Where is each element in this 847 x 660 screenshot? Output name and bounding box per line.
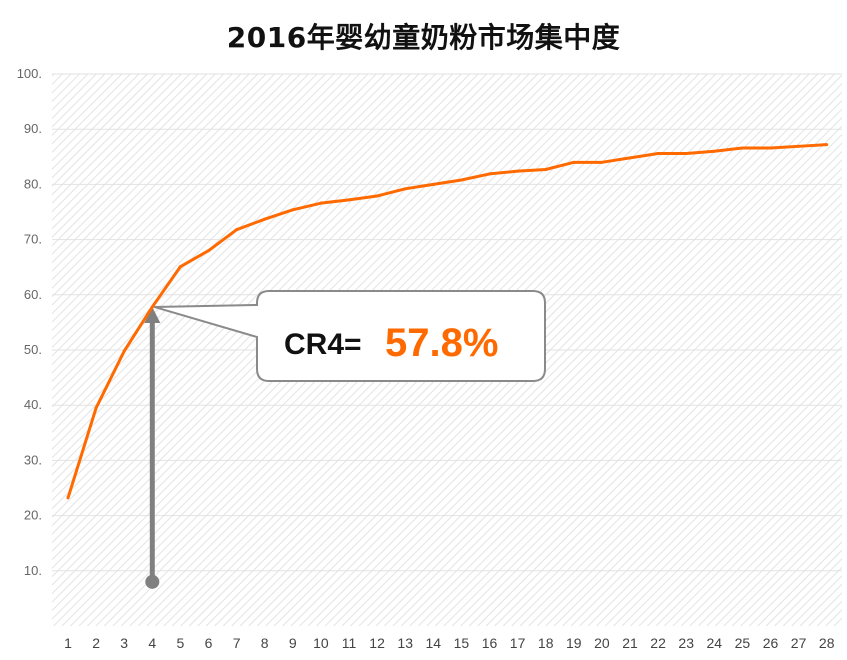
data-point	[572, 160, 576, 164]
data-point	[319, 201, 323, 205]
x-tick-label: 3	[120, 635, 128, 651]
chart-title: 2016年婴幼童奶粉市场集中度	[226, 21, 621, 54]
x-axis-ticks: 1 2 3 4 5 6 7 8 9 10 11 12 13 14 15 16 17 18 19 20 21 22 23 24 2…	[64, 635, 835, 651]
x-tick-label: 13	[397, 635, 413, 651]
data-point	[235, 228, 239, 232]
data-point	[628, 156, 632, 160]
x-tick-label: 6	[205, 635, 213, 651]
gridlines	[52, 73, 842, 572]
x-tick-label: 12	[369, 635, 385, 651]
y-tick-label: 90.	[24, 121, 42, 136]
y-tick-label: 60.	[24, 287, 42, 302]
y-tick-label: 20.	[24, 508, 42, 523]
data-point	[600, 160, 604, 164]
data-point	[684, 151, 688, 155]
data-point	[150, 305, 154, 309]
arrow-tail-dot	[145, 574, 160, 589]
data-point	[347, 198, 351, 202]
data-point	[375, 194, 379, 198]
data-point	[263, 217, 267, 221]
data-point	[403, 187, 407, 191]
x-tick-label: 2	[92, 635, 100, 651]
data-point	[66, 496, 70, 500]
y-axis-ticks: 10. 20. 30. 40. 50. 60. 70. 80. 90. 100.	[17, 66, 42, 578]
annotation-arrow	[144, 306, 161, 589]
data-point	[740, 146, 744, 150]
series-group	[66, 143, 829, 500]
x-tick-label: 22	[650, 635, 666, 651]
y-tick-label: 70.	[24, 232, 42, 247]
data-point	[656, 151, 660, 155]
data-point	[769, 146, 772, 150]
x-tick-label: 25	[735, 635, 751, 651]
y-tick-label: 40.	[24, 397, 42, 412]
x-tick-label: 16	[482, 635, 498, 651]
callout-label: CR4=	[284, 328, 362, 361]
x-tick-label: 23	[678, 635, 694, 651]
x-tick-label: 8	[261, 635, 269, 651]
x-tick-label: 9	[289, 635, 297, 651]
data-point	[459, 178, 463, 182]
y-tick-label: 50.	[24, 342, 42, 357]
x-tick-label: 5	[177, 635, 185, 651]
x-tick-label: 19	[566, 635, 582, 651]
y-tick-label: 80.	[24, 176, 42, 191]
x-tick-label: 4	[148, 635, 156, 651]
data-point	[94, 406, 98, 410]
data-point	[825, 143, 829, 147]
x-tick-label: 21	[622, 635, 638, 651]
x-tick-label: 11	[342, 635, 357, 651]
arrow-head	[144, 306, 161, 323]
series-line	[66, 143, 827, 499]
data-point	[178, 265, 182, 269]
x-tick-label: 7	[233, 635, 241, 651]
data-point	[712, 149, 716, 153]
x-tick-label: 15	[454, 635, 470, 651]
callout-box	[154, 290, 546, 382]
y-tick-label: 10.	[24, 563, 42, 578]
data-point	[488, 172, 491, 176]
data-point	[207, 249, 210, 253]
x-tick-label: 17	[510, 635, 526, 651]
x-tick-label: 28	[819, 635, 835, 651]
callout-value: 57.8%	[385, 321, 498, 365]
data-point	[516, 169, 520, 173]
x-tick-label: 26	[763, 635, 779, 651]
x-tick-label: 20	[594, 635, 610, 651]
y-tick-label: 30.	[24, 452, 42, 467]
x-tick-label: 24	[707, 635, 723, 651]
x-tick-label: 18	[538, 635, 554, 651]
y-tick-label: 100.	[17, 66, 42, 81]
data-point	[797, 144, 801, 148]
cr4-callout: CR4= 57.8%	[154, 290, 546, 382]
data-point	[431, 182, 435, 186]
x-tick-label: 10	[313, 635, 329, 651]
x-tick-label: 27	[791, 635, 807, 651]
data-point	[122, 349, 126, 353]
data-point	[544, 167, 548, 171]
data-point	[291, 208, 295, 212]
x-tick-label: 14	[426, 635, 442, 651]
x-tick-label: 1	[64, 635, 72, 651]
